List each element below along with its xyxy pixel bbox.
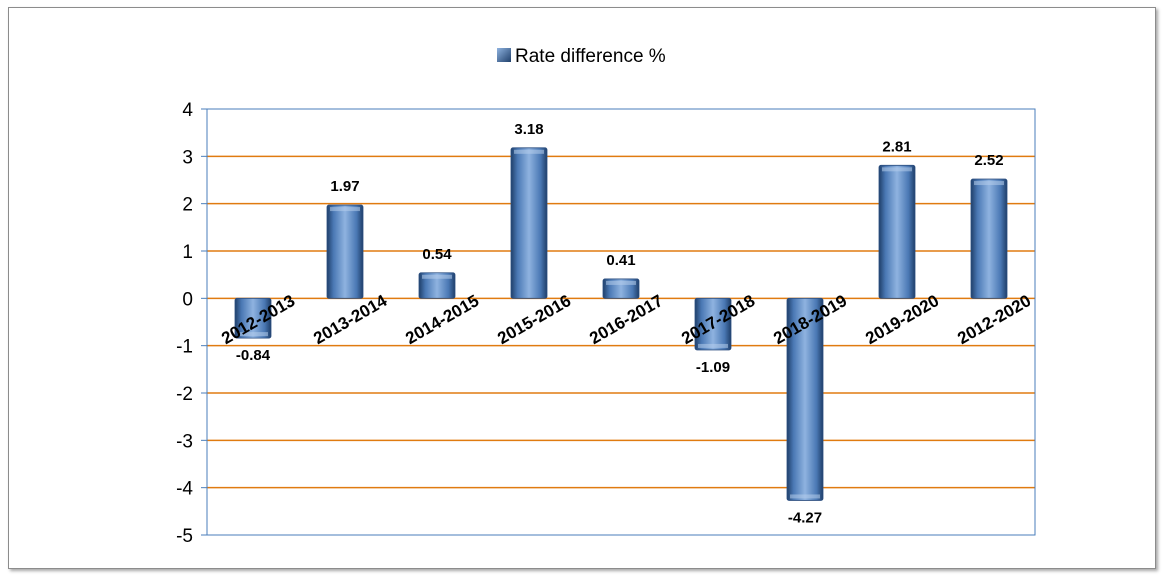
data-label: -0.84 — [236, 347, 271, 364]
bars — [234, 147, 1008, 501]
data-label: 0.41 — [606, 252, 635, 269]
data-label: 3.18 — [514, 121, 543, 138]
y-tick-label: -1 — [176, 337, 193, 358]
data-label: 1.97 — [330, 178, 359, 195]
y-tick-label: -2 — [176, 384, 193, 405]
x-tick-label: 2014-2015 — [402, 291, 482, 348]
bar-bevel — [238, 332, 268, 337]
bar-bevel — [330, 207, 360, 212]
data-label: -4.27 — [788, 509, 822, 526]
y-tick-label: 3 — [182, 147, 193, 168]
bar-2012-2020 — [970, 178, 1008, 299]
bar-bevel — [882, 167, 912, 172]
bar-2013-2014 — [326, 204, 364, 299]
chart-frame — [8, 7, 1156, 569]
bar-bevel — [790, 494, 820, 499]
data-label: 2.81 — [882, 138, 911, 155]
y-axis: 4 3 2 1 0 -1 -2 -3 -4 -5 — [176, 100, 207, 547]
bar-2015-2016 — [510, 147, 548, 299]
data-labels: -0.84 1.97 0.54 3.18 0.41 -1.09 -4.27 2.81 2.52 — [236, 121, 1004, 527]
x-tick-label: 2013-2014 — [310, 291, 390, 348]
bar-bevel — [422, 274, 452, 279]
y-tick-label: -3 — [176, 431, 193, 452]
bar-2014-2015 — [418, 272, 456, 299]
y-tick-label: 2 — [182, 195, 193, 216]
bar-2017-2018 — [694, 297, 732, 351]
bar-2019-2020 — [878, 164, 916, 299]
bar-bevel — [974, 181, 1004, 186]
bar-bevel — [606, 280, 636, 285]
x-axis: 2012-2013 2013-2014 2014-2015 2015-2016 2016… — [218, 291, 1034, 348]
y-tick-label: 0 — [182, 289, 193, 310]
y-tick-label: -5 — [176, 526, 193, 547]
data-label: 0.54 — [422, 246, 452, 263]
data-label: -1.09 — [696, 359, 730, 376]
legend-label: Rate difference % — [515, 46, 666, 67]
bar-2018-2019 — [786, 297, 824, 501]
x-tick-label: 2019-2020 — [862, 291, 942, 348]
bar-2012-2013 — [234, 297, 272, 339]
legend: Rate difference % — [497, 46, 666, 67]
x-tick-label: 2015-2016 — [494, 291, 574, 348]
y-tick-label: 1 — [182, 242, 193, 263]
x-tick-label: 2012-2020 — [954, 291, 1034, 348]
data-label: 2.52 — [974, 152, 1003, 169]
legend-swatch — [497, 48, 511, 62]
bar-bevel — [698, 343, 728, 348]
x-tick-label: 2016-2017 — [586, 291, 666, 348]
plot-area — [206, 108, 1036, 536]
bar-bevel — [514, 149, 544, 154]
y-tick-label: 4 — [182, 100, 193, 121]
y-tick-label: -4 — [176, 479, 193, 500]
